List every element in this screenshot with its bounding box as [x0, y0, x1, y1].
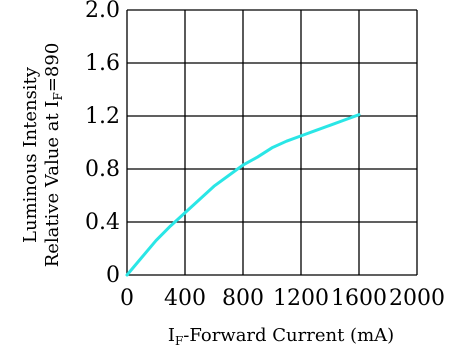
y-tick-label: 2.0	[85, 0, 120, 23]
y-axis-title-line2-subscript: F	[51, 92, 65, 100]
x-tick-label: 800	[222, 286, 264, 311]
y-axis-title-line2-prefix: Relative Value at I	[42, 100, 63, 267]
series-line	[125, 113, 361, 277]
x-tick-label: 1600	[331, 286, 387, 311]
y-tick-label: 1.2	[85, 104, 120, 129]
x-axis-title-rest: -Forward Current (mA)	[183, 325, 394, 346]
y-tick-label: 0	[106, 263, 120, 288]
x-axis-title: IF-Forward Current (mA)	[168, 325, 394, 348]
y-axis-title-line2-rest: =890	[42, 43, 63, 92]
y-axis-title-line1: Luminous Intensity	[20, 66, 41, 243]
x-tick-label: 0	[120, 286, 134, 311]
y-axis-title-line2: Relative Value at IF=890	[42, 43, 65, 268]
grid	[126, 9, 418, 276]
series-layer	[125, 113, 361, 277]
y-tick-label: 1.6	[85, 51, 120, 76]
x-axis-title-subscript: F	[175, 334, 183, 348]
x-axis-title-prefix: I	[168, 325, 175, 346]
y-tick-label: 0.4	[85, 210, 120, 235]
y-tick-labels: 0 0.4 0.8 1.2 1.6 2.0	[85, 0, 120, 288]
x-tick-label: 400	[164, 286, 206, 311]
x-tick-labels: 0 400 800 1200 1600 2000	[120, 286, 445, 311]
x-tick-label: 1200	[273, 286, 329, 311]
x-tick-label: 2000	[389, 286, 445, 311]
y-tick-label: 0.8	[85, 157, 120, 182]
